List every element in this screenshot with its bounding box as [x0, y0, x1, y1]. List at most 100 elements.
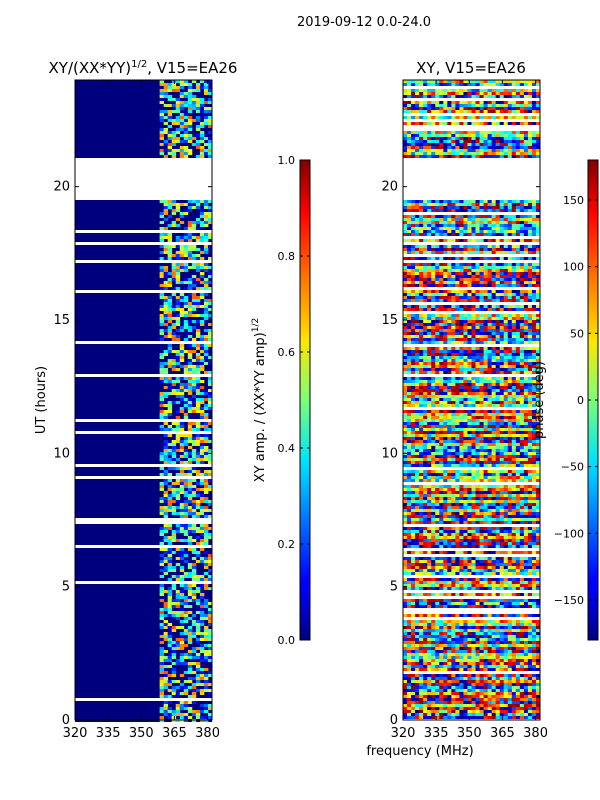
heatmap-cell: [443, 284, 448, 287]
heatmap-cell: [455, 146, 460, 149]
heatmap-cell: [207, 131, 213, 134]
heatmap-row: [75, 539, 212, 542]
heatmap-cell: [439, 233, 444, 236]
heatmap-cell: [463, 278, 468, 281]
heatmap-cell: [203, 491, 209, 494]
heatmap-cell: [427, 206, 432, 209]
heatmap-cell: [467, 329, 472, 332]
heatmap-cell: [203, 482, 209, 485]
heatmap-cell: [431, 368, 436, 371]
heatmap-cell: [159, 212, 165, 215]
heatmap-cell: [495, 245, 501, 248]
heatmap-cell: [483, 80, 489, 83]
heatmap-row: [75, 680, 212, 683]
heatmap-cell: [495, 92, 501, 95]
heatmap-cell: [471, 104, 476, 107]
heatmap-cell: [187, 536, 193, 539]
heatmap-cell: [75, 389, 212, 392]
heatmap-cell: [451, 224, 456, 227]
heatmap-cell: [431, 317, 436, 320]
heatmap-cell: [451, 239, 456, 242]
heatmap-cell: [187, 128, 193, 131]
heatmap-cell: [487, 146, 493, 149]
heatmap-cell: [515, 107, 521, 110]
heatmap-row: [403, 143, 541, 146]
heatmap-cell: [455, 257, 460, 260]
heatmap-cell: [179, 326, 185, 329]
heatmap-cell: [435, 395, 440, 398]
heatmap-cell: [195, 710, 201, 713]
heatmap-row: [75, 557, 213, 560]
heatmap-cell: [427, 305, 432, 308]
heatmap-cell: [207, 683, 213, 686]
heatmap-cell: [171, 140, 177, 143]
heatmap-cell: [503, 404, 509, 407]
heatmap-cell: [75, 317, 212, 320]
heatmap-cell: [519, 110, 525, 113]
colorbar-tick-label: 1.0: [278, 154, 296, 167]
heatmap-cell: [443, 392, 448, 395]
heatmap-row: [75, 590, 212, 593]
heatmap-cell: [199, 200, 205, 203]
heatmap-cell: [439, 122, 444, 125]
heatmap-cell: [419, 425, 424, 428]
heatmap-cell: [75, 149, 212, 152]
heatmap-row: [75, 224, 212, 227]
heatmap-cell: [447, 149, 452, 152]
heatmap-cell: [455, 380, 460, 383]
heatmap-cell: [455, 203, 460, 206]
heatmap-cell: [531, 239, 537, 242]
heatmap-cell: [499, 227, 505, 230]
heatmap-cell: [431, 389, 436, 392]
heatmap-cell: [519, 203, 525, 206]
heatmap-cell: [159, 611, 165, 614]
heatmap-cell: [523, 347, 529, 350]
heatmap-cell: [175, 335, 181, 338]
heatmap-cell: [471, 218, 476, 221]
heatmap-cell: [195, 677, 201, 680]
heatmap-cell: [455, 152, 460, 155]
heatmap-cell: [183, 587, 189, 590]
heatmap-cell: [431, 209, 436, 212]
heatmap-cell: [463, 272, 468, 275]
heatmap-cell: [527, 347, 533, 350]
heatmap-cell: [455, 401, 460, 404]
heatmap-cell: [187, 329, 193, 332]
heatmap-cell: [183, 338, 189, 341]
heatmap-cell: [467, 137, 472, 140]
heatmap-cell: [515, 266, 521, 269]
heatmap-cell: [467, 341, 472, 344]
heatmap-cell: [159, 323, 165, 326]
heatmap-cell: [511, 284, 517, 287]
heatmap-cell: [207, 704, 213, 707]
heatmap-cell: [531, 137, 537, 140]
heatmap-cell: [187, 308, 193, 311]
heatmap-cell: [467, 305, 472, 308]
heatmap-cell: [507, 362, 513, 365]
heatmap-cell: [75, 350, 212, 353]
heatmap-row: [75, 566, 212, 569]
heatmap-cell: [167, 566, 173, 569]
heatmap-cell: [159, 614, 165, 617]
heatmap-cell: [503, 341, 509, 344]
heatmap-cell: [527, 383, 533, 386]
heatmap-cell: [195, 407, 201, 410]
heatmap-cell: [75, 101, 212, 104]
heatmap-cell: [163, 590, 169, 593]
heatmap-cell: [171, 662, 177, 665]
heatmap-cell: [515, 269, 521, 272]
heatmap-cell: [75, 116, 212, 119]
heatmap-cell: [455, 365, 460, 368]
heatmap-cell: [523, 356, 529, 359]
heatmap-cell: [443, 221, 448, 224]
heatmap-cell: [163, 557, 169, 560]
heatmap-cell: [415, 122, 420, 125]
heatmap-cell: [459, 317, 464, 320]
heatmap-cell: [439, 350, 444, 353]
heatmap-cell: [175, 638, 181, 641]
heatmap-cell: [179, 593, 185, 596]
heatmap-cell: [167, 452, 173, 455]
heatmap-cell: [527, 155, 533, 158]
heatmap-cell: [435, 143, 440, 146]
heatmap-cell: [515, 263, 521, 266]
